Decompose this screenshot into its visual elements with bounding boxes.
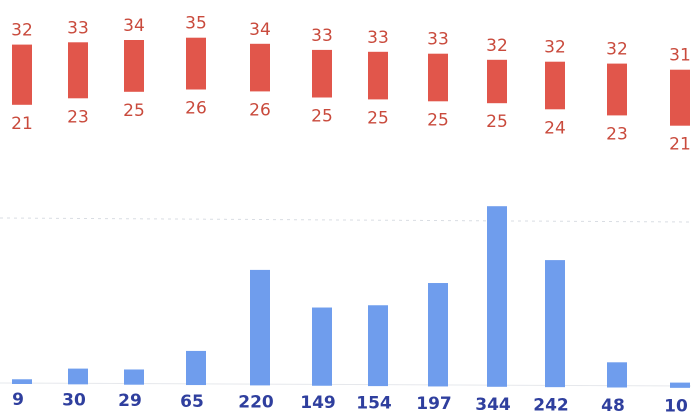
rainfall-bar [607,362,627,388]
temp-high-label: 32 [544,38,566,58]
temp-low-label: 26 [185,99,207,119]
temp-range-bar [186,37,206,90]
temp-low-label: 25 [123,101,145,121]
temp-high-label: 35 [185,14,207,34]
temp-low-label: 26 [249,100,271,120]
rainfall-gridline [0,217,691,223]
rainfall-value-label: 29 [118,391,142,411]
temp-high-label: 33 [427,30,449,50]
rainfall-value-label: 154 [356,394,392,414]
rainfall-bar [68,368,88,385]
temp-low-label: 24 [544,118,566,138]
temp-high-label: 33 [67,18,89,38]
rainfall-bar [312,307,332,386]
temp-high-label: 32 [486,36,508,56]
rainfall-bar [124,369,144,385]
temp-low-label: 23 [67,107,89,127]
rainfall-value-label: 149 [300,393,336,413]
temp-high-label: 34 [123,16,145,36]
temp-range-bar [607,63,627,116]
temp-range-bar [545,61,565,110]
rainfall-bar [545,260,565,388]
rainfall-bar [670,382,690,388]
temp-high-label: 33 [367,28,389,48]
temp-high-label: 32 [606,40,628,60]
temp-range-bar [428,53,448,102]
temp-range-bar [312,49,332,98]
rainfall-value-label: 10 [664,397,688,416]
temp-range-bar [487,59,507,104]
temp-low-label: 21 [669,135,691,155]
temperature-range-chart: 32 21 33 23 34 25 35 26 34 26 33 25 33 25 33 25 32 25 32 24… [11,14,691,155]
rainfall-bar [368,305,388,387]
rainfall-bar [428,283,448,387]
temp-low-label: 25 [367,108,389,128]
temp-range-bar [124,40,144,92]
rainfall-baseline [0,382,691,387]
temp-high-label: 33 [311,26,333,46]
temp-range-bar [368,51,388,100]
rainfall-bar [250,269,270,386]
rainfall-value-label: 197 [416,394,452,414]
rainfall-bar [487,206,507,387]
rainfall-bar-chart: 9 30 29 65 220 149 154 197 344 242 48 10 [12,206,690,416]
rainfall-value-label: 48 [601,396,625,416]
rainfall-bar [12,379,32,384]
temp-low-label: 25 [311,107,333,127]
temp-low-label: 25 [486,112,508,132]
temp-low-label: 21 [11,114,33,134]
rainfall-value-label: 65 [180,392,204,412]
rainfall-value-label: 220 [238,392,274,412]
temp-range-bar [670,69,690,126]
rainfall-gridlines [0,217,691,387]
rainfall-value-label: 30 [62,391,86,411]
rainfall-bar [186,350,206,386]
temp-high-label: 31 [669,46,691,66]
temp-range-bar [12,44,32,105]
temp-low-label: 25 [427,110,449,130]
temp-high-label: 32 [11,21,33,41]
temp-range-bar [250,43,270,92]
temp-low-label: 23 [606,124,628,144]
temp-high-label: 34 [249,20,271,40]
temp-range-bar [68,42,88,99]
rainfall-value-label: 242 [533,395,569,415]
rainfall-value-label: 9 [12,390,24,410]
rainfall-value-label: 344 [475,395,511,415]
